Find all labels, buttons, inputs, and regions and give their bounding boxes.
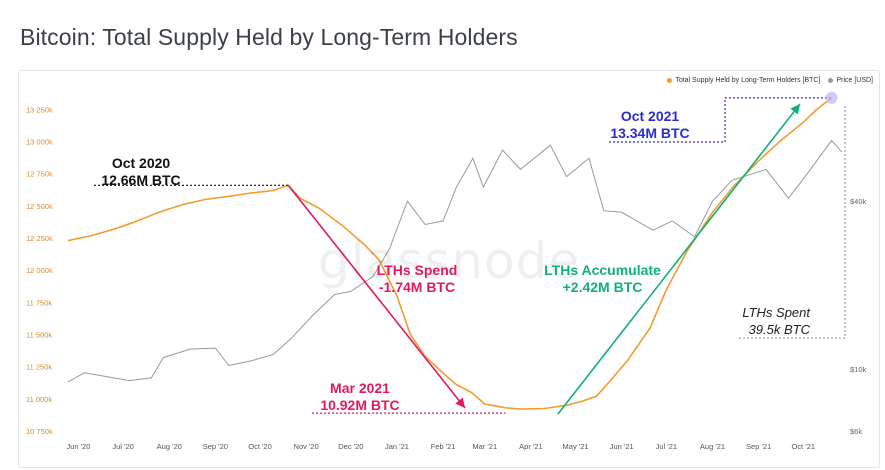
annotation-accumulate-title: LTHs Accumulate xyxy=(544,262,661,278)
oct2021-highlight-marker xyxy=(825,91,838,104)
annotation-spent-value: 39.5k BTC xyxy=(748,322,810,337)
y-axis-left: 10 750k 11 000k 11 250k 11 500k 11 750k 12 00… xyxy=(26,105,53,436)
y-axis-right: $6k $10k $40k xyxy=(850,197,867,436)
annotation-accumulate-value: +2.42M BTC xyxy=(562,279,643,295)
legend-label-supply: Total Supply Held by Long-Term Holders [… xyxy=(675,77,821,84)
x-tick-label: Jun '20 xyxy=(66,442,90,451)
y-left-tick-label: 11 000k xyxy=(26,395,52,404)
x-tick-label: Mar '21 xyxy=(472,442,497,451)
legend-item-price[interactable]: Price [USD] xyxy=(828,77,873,84)
y-right-tick-label: $6k xyxy=(850,427,862,436)
annotation-oct2020: Oct 2020 12.66M BTC xyxy=(86,155,196,189)
annotation-spent-title: LTHs Spent xyxy=(742,305,810,320)
annotation-oct2021-value: 13.34M BTC xyxy=(610,125,690,141)
annotation-mar2021-date: Mar 2021 xyxy=(330,380,390,396)
x-tick-label: Aug '21 xyxy=(700,442,725,451)
series-line-price xyxy=(67,139,843,383)
annotation-spend: LTHs Spend -1.74M BTC xyxy=(362,262,472,296)
x-tick-label: May '21 xyxy=(563,442,589,451)
chart-frame xyxy=(18,70,880,468)
x-tick-label: Sep '21 xyxy=(746,442,771,451)
x-tick-label: Jul '20 xyxy=(112,442,133,451)
x-axis: Jun '20 Jul '20 Aug '20 Sep '20 Oct '20 Nov '… xyxy=(66,442,815,451)
annotation-oct2021: Oct 2021 13.34M BTC xyxy=(595,108,705,142)
y-right-tick-label: $10k xyxy=(850,365,867,374)
annotation-mar2021-value: 10.92M BTC xyxy=(320,397,400,413)
x-tick-label: Oct '20 xyxy=(248,442,272,451)
x-tick-label: Feb '21 xyxy=(431,442,456,451)
chart-title: Bitcoin: Total Supply Held by Long-Term … xyxy=(20,24,518,50)
y-left-tick-label: 12 000k xyxy=(26,266,53,275)
accumulate-arrow xyxy=(557,103,801,415)
oct2021-dotted-line xyxy=(609,97,832,143)
y-right-tick-label: $40k xyxy=(850,197,867,206)
annotation-oct2020-value: 12.66M BTC xyxy=(101,172,181,188)
y-left-tick-label: 12 500k xyxy=(26,202,53,211)
annotation-oct2021-date: Oct 2021 xyxy=(620,108,680,124)
legend-label-price: Price [USD] xyxy=(836,77,873,84)
y-left-tick-label: 13 250k xyxy=(26,105,53,114)
y-left-tick-label: 10 750k xyxy=(26,427,53,436)
y-left-tick-label: 12 750k xyxy=(26,170,53,179)
annotation-spent: LTHs Spent 39.5k BTC xyxy=(700,304,810,338)
x-tick-label: Apr '21 xyxy=(519,442,543,451)
annotation-lines xyxy=(94,91,846,415)
annotation-accumulate: LTHs Accumulate +2.42M BTC xyxy=(530,262,675,296)
legend-item-supply[interactable]: Total Supply Held by Long-Term Holders [… xyxy=(667,77,820,84)
watermark: glassnode xyxy=(318,232,581,290)
y-left-tick-label: 11 250k xyxy=(26,363,52,372)
annotation-oct2020-date: Oct 2020 xyxy=(111,155,171,171)
y-left-tick-label: 11 500k xyxy=(26,331,52,340)
x-tick-label: Sep '20 xyxy=(203,442,228,451)
spend-arrow xyxy=(287,184,466,409)
x-tick-label: Dec '20 xyxy=(338,442,363,451)
y-left-tick-label: 13 000k xyxy=(26,138,53,147)
legend-dot-price-icon xyxy=(828,78,834,83)
y-left-tick-label: 11 750k xyxy=(26,298,52,307)
x-tick-label: Jul '21 xyxy=(656,442,677,451)
legend[interactable]: Total Supply Held by Long-Term Holders [… xyxy=(667,77,873,84)
x-tick-label: Aug '20 xyxy=(157,442,182,451)
annotation-mar2021: Mar 2021 10.92M BTC xyxy=(305,380,415,414)
x-tick-label: Nov '20 xyxy=(294,442,319,451)
legend-dot-supply-icon xyxy=(667,78,673,83)
annotation-spend-value: -1.74M BTC xyxy=(378,279,456,295)
x-tick-label: Jan '21 xyxy=(385,442,409,451)
y-left-tick-label: 12 250k xyxy=(26,234,53,243)
spent-dotted-line xyxy=(739,103,846,339)
x-tick-label: Oct '21 xyxy=(792,442,816,451)
x-tick-label: Jun '21 xyxy=(610,442,634,451)
annotation-spend-title: LTHs Spend xyxy=(376,262,458,278)
